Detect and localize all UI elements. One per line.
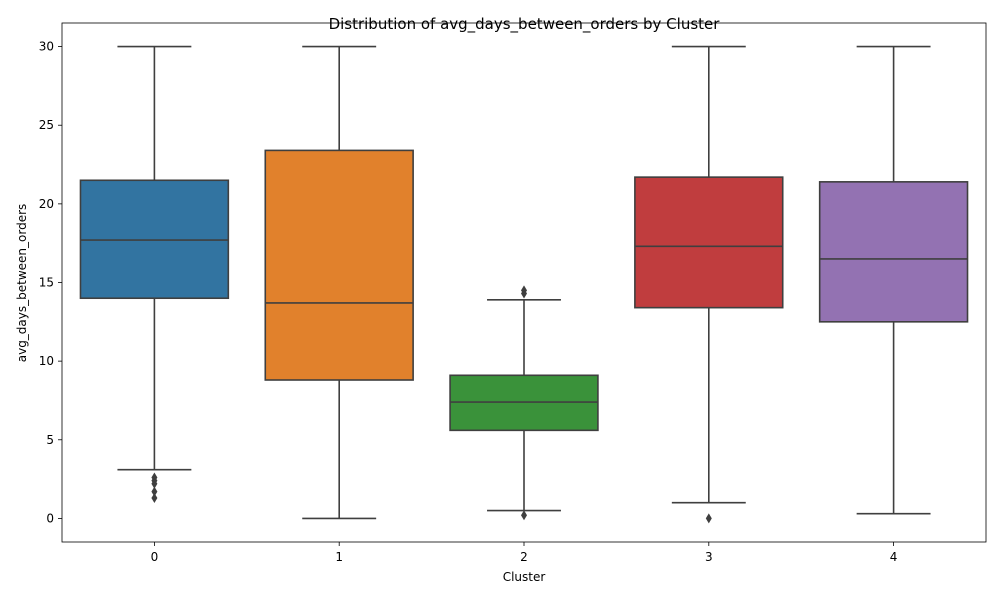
y-axis: 0 5 10 15 20 25 30 — [39, 40, 62, 525]
outlier-point — [521, 510, 527, 521]
outlier-point — [705, 513, 712, 524]
plot-area — [79, 45, 969, 524]
box-iqr — [818, 181, 969, 323]
outlier-point — [151, 492, 158, 503]
box-group-cluster-3 — [634, 45, 784, 524]
x-tick-label: 1 — [335, 550, 343, 564]
box-iqr — [264, 149, 414, 381]
box-iqr — [634, 176, 784, 309]
x-tick-label: 2 — [520, 550, 528, 564]
x-tick-label: 3 — [705, 550, 713, 564]
box-group-cluster-2 — [449, 285, 599, 521]
y-tick-label: 25 — [39, 118, 54, 132]
chart-title: Distribution of avg_days_between_orders … — [329, 15, 721, 34]
y-tick-label: 10 — [39, 354, 54, 368]
box-group-cluster-0 — [79, 45, 230, 503]
y-tick-label: 0 — [46, 511, 54, 525]
box-group-cluster-1 — [264, 45, 414, 520]
x-tick-label: 4 — [890, 550, 898, 564]
y-tick-label: 30 — [39, 40, 54, 54]
x-axis-label: Cluster — [503, 570, 546, 584]
plot-frame — [61, 22, 987, 543]
outlier-point — [151, 478, 158, 489]
y-tick-label: 15 — [39, 276, 54, 290]
outlier-point — [521, 288, 527, 299]
x-tick-label: 0 — [151, 550, 159, 564]
outlier-point — [151, 486, 158, 497]
y-tick-label: 20 — [39, 197, 54, 211]
box-group-cluster-4 — [818, 45, 969, 515]
y-axis-label: avg_days_between_orders — [15, 204, 29, 363]
y-tick-label: 5 — [46, 433, 54, 447]
x-axis: 0 1 2 3 4 — [151, 542, 898, 564]
